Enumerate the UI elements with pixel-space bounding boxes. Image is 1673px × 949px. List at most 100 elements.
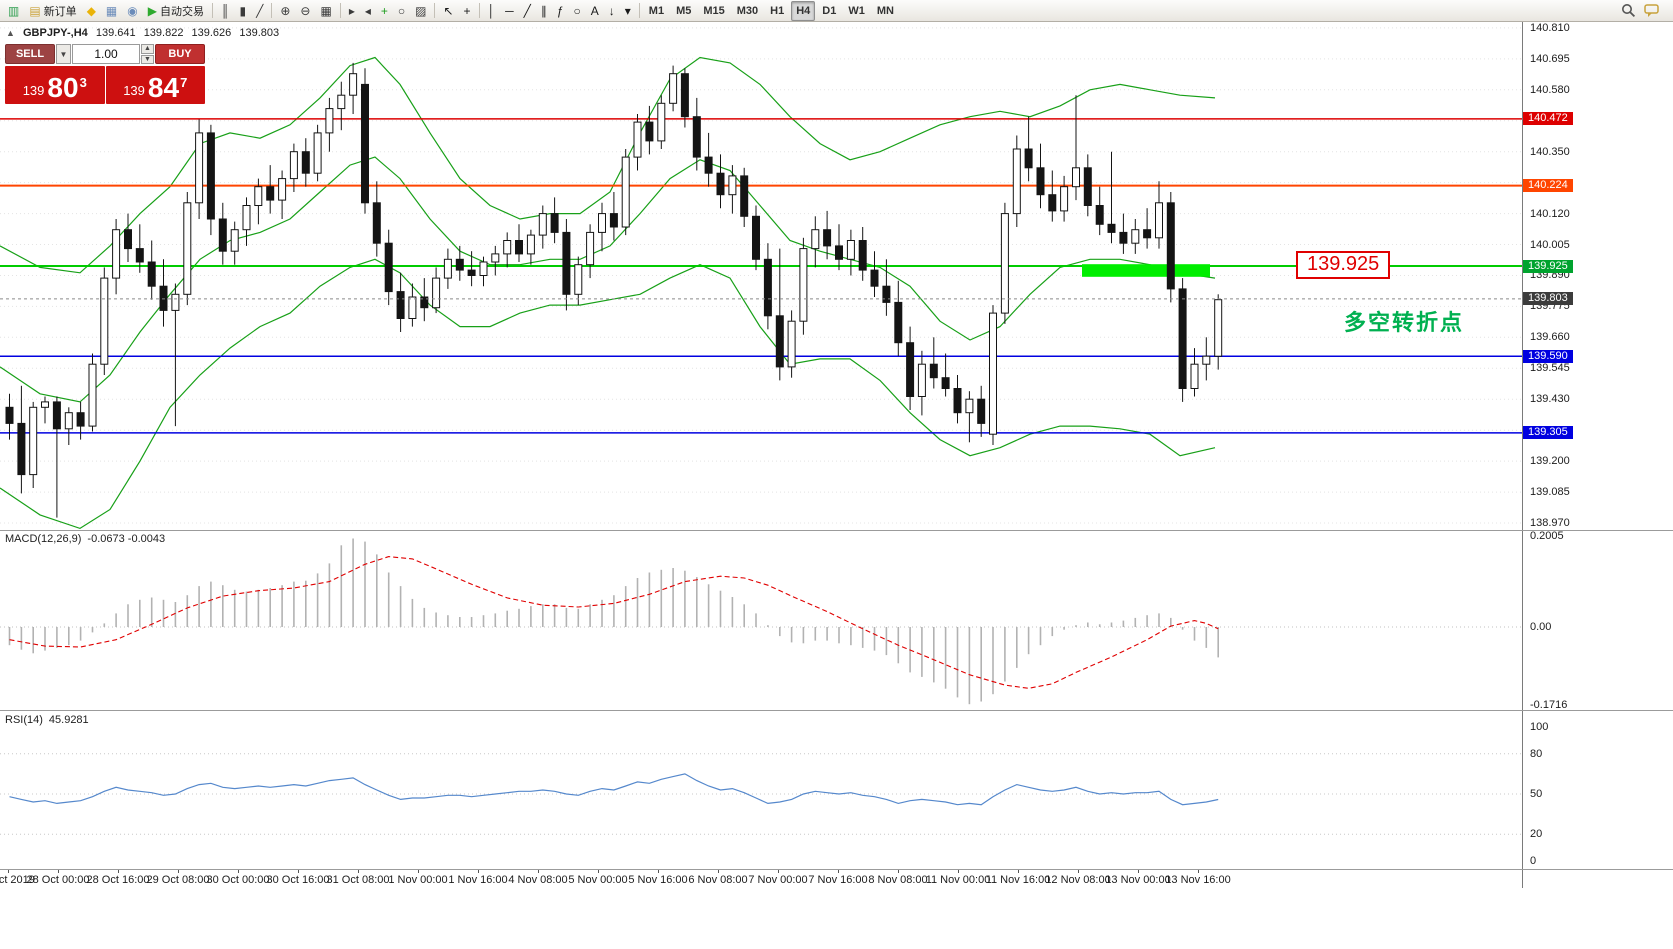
- text-tool-icon[interactable]: A: [590, 3, 599, 18]
- tile-windows-icon[interactable]: ▦: [320, 3, 332, 18]
- time-label: 28 Oct 16:00: [86, 874, 150, 886]
- new-chart-button[interactable]: ▥: [8, 3, 20, 18]
- zoom-in-icon[interactable]: ⊕: [280, 3, 291, 18]
- price-axis[interactable]: 140.810 140.695 140.580 140.350 140.120 140.0…: [1522, 22, 1673, 888]
- vertical-line-icon[interactable]: │: [487, 3, 496, 18]
- toolbar-separator: [211, 3, 213, 18]
- volume-input[interactable]: 1.00: [72, 44, 140, 64]
- pivot-annotation-text[interactable]: 多空转折点: [1344, 310, 1465, 335]
- toolbar-separator: [339, 3, 341, 18]
- symbol-period: GBPJPY-,H4: [22, 27, 88, 39]
- periods-icon[interactable]: ○: [397, 3, 406, 18]
- cursor-icon[interactable]: ↖: [443, 3, 454, 18]
- crosshair-icon[interactable]: +: [463, 3, 471, 18]
- time-label: 13 Nov 16:00: [1165, 874, 1231, 886]
- axis-label: 140.810: [1530, 21, 1570, 34]
- timeframe-button-m15[interactable]: M15: [703, 4, 725, 17]
- auto-scroll-icon[interactable]: ▸: [348, 3, 355, 18]
- axis-label: 0.00: [1530, 621, 1552, 633]
- rsi-label: RSI(14) 45.9281: [5, 714, 95, 726]
- arrows-tool-icon[interactable]: ↓: [608, 3, 615, 18]
- time-label: 30 Oct 16:00: [266, 874, 330, 886]
- volume-down-button[interactable]: ▼: [141, 54, 154, 64]
- templates-icon[interactable]: ▨: [415, 3, 427, 18]
- time-label: 7 Nov 00:00: [748, 874, 808, 886]
- axis-label: 20: [1530, 828, 1543, 841]
- time-label: 11 Nov 16:00: [985, 874, 1051, 886]
- time-label: 1 Nov 16:00: [448, 874, 508, 886]
- timeframe-button-h4[interactable]: H4: [791, 0, 816, 21]
- timeframe-button-w1[interactable]: W1: [848, 4, 865, 17]
- main-price-chart[interactable]: [0, 22, 1522, 530]
- macd-indicator-panel[interactable]: [0, 531, 1522, 710]
- indicators-icon[interactable]: +: [380, 3, 388, 18]
- time-tick: [1138, 870, 1139, 873]
- axis-label: 139.430: [1530, 393, 1570, 406]
- pivot-highlight-rectangle[interactable]: [1082, 264, 1210, 277]
- candlestick-chart-icon[interactable]: ▮: [239, 3, 247, 18]
- axis-label: 100: [1530, 721, 1549, 733]
- time-tick: [598, 870, 599, 873]
- axis-label: 0: [1530, 855, 1537, 867]
- time-label: 8 Nov 08:00: [868, 874, 928, 886]
- zoom-out-icon[interactable]: ⊖: [300, 3, 311, 18]
- mql5-community-icon[interactable]: ◆: [86, 3, 96, 18]
- price-badge: 140.224: [1523, 179, 1573, 193]
- toolbar-right: [1621, 3, 1670, 18]
- toolbar-separator: [638, 3, 640, 18]
- axis-label: 140.580: [1530, 83, 1570, 96]
- horizontal-line-icon[interactable]: ─: [505, 3, 514, 18]
- horizontal-level-lines[interactable]: [0, 118, 1522, 434]
- chart-shift-icon[interactable]: ◂: [364, 3, 371, 18]
- autotrading-button[interactable]: ▶ 自动交易: [147, 3, 204, 18]
- time-tick: [8, 870, 9, 873]
- rsi-name: RSI(14): [5, 714, 43, 726]
- new-order-button[interactable]: ▤ 新订单: [29, 3, 77, 18]
- ask-pips: 84: [147, 72, 180, 104]
- price-callout-label[interactable]: 139.925: [1296, 251, 1391, 279]
- timeframe-button-m30[interactable]: M30: [736, 4, 759, 17]
- top-toolbar: ▥ ▤ 新订单 ◆ ▦ ◉ ▶ 自动交易 ║ ▮ ╱ ⊕ ⊖ ▦ ▸ ◂ + ○ ▨ ↖ + │ ─ ╱ ∥ ƒ ○ A ↓ ▾ M1 M5 M…: [0, 0, 1673, 22]
- volume-up-button[interactable]: ▲: [141, 44, 154, 54]
- rsi-line: [9, 773, 1219, 806]
- shapes-icon[interactable]: ○: [573, 3, 581, 18]
- buy-button[interactable]: BUY: [155, 44, 205, 64]
- fibonacci-icon[interactable]: ƒ: [556, 3, 564, 18]
- time-label: 13 Nov 00:00: [1105, 874, 1171, 886]
- time-label: 12 Nov 08:00: [1045, 874, 1111, 886]
- timeframe-button-m5[interactable]: M5: [676, 4, 692, 17]
- chart-title-ohlc: ▲ GBPJPY-,H4 139.641 139.822 139.626 139…: [6, 27, 284, 39]
- time-tick: [178, 870, 179, 873]
- volume-stepper: ▲ ▼: [141, 44, 154, 64]
- bid-pipette: 3: [79, 75, 87, 90]
- pair-arrow-icon: ▲: [6, 28, 15, 38]
- rsi-indicator-panel[interactable]: [0, 711, 1522, 869]
- price-badge: 140.472: [1523, 112, 1573, 126]
- time-tick: [238, 870, 239, 873]
- timeframe-button-d1[interactable]: D1: [822, 4, 837, 17]
- trendline-icon[interactable]: ╱: [523, 3, 531, 18]
- time-tick: [898, 870, 899, 873]
- data-window-icon[interactable]: ◉: [127, 3, 138, 18]
- bar-chart-icon[interactable]: ║: [220, 3, 230, 18]
- charts-grid-icon[interactable]: ▦: [105, 3, 118, 18]
- bollinger-bands: [0, 56, 1216, 530]
- objects-more-icon[interactable]: ▾: [624, 3, 631, 18]
- sell-options-caret[interactable]: ▼: [56, 44, 71, 64]
- search-icon[interactable]: [1621, 3, 1636, 18]
- toolbar-separator: [478, 3, 480, 18]
- line-chart-icon[interactable]: ╱: [256, 3, 264, 18]
- timeframe-button-h1[interactable]: H1: [770, 4, 785, 17]
- rsi-panel-separator[interactable]: [0, 710, 1673, 711]
- timeframe-button-m1[interactable]: M1: [648, 4, 665, 17]
- axis-label: 0.2005: [1530, 529, 1564, 542]
- macd-panel-separator[interactable]: [0, 530, 1673, 531]
- sell-button[interactable]: SELL: [5, 44, 55, 64]
- chat-icon[interactable]: [1644, 3, 1660, 18]
- rsi-level-lines: [0, 753, 1522, 835]
- timeframe-button-mn[interactable]: MN: [876, 4, 894, 17]
- grid-lines: [0, 27, 1522, 524]
- channel-icon[interactable]: ∥: [540, 3, 547, 18]
- bid-pips: 80: [47, 72, 79, 104]
